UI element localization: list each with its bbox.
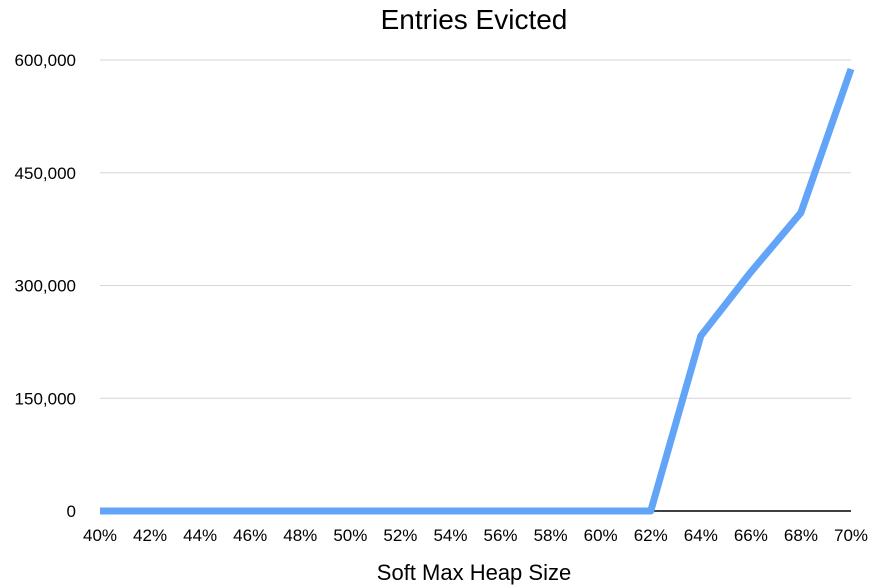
x-axis-title: Soft Max Heap Size bbox=[377, 560, 571, 585]
x-tick-label: 44% bbox=[183, 526, 217, 545]
x-axis-ticks: 40% 42% 44% 46% 48% 50% 52% 54% 56% 58% 60% 62% 64% 6… bbox=[83, 526, 868, 545]
x-tick-label: 66% bbox=[734, 526, 768, 545]
y-tick-label: 450,000 bbox=[15, 164, 76, 183]
x-tick-label: 64% bbox=[684, 526, 718, 545]
x-tick-label: 60% bbox=[584, 526, 618, 545]
y-tick-label: 300,000 bbox=[15, 277, 76, 296]
x-tick-label: 40% bbox=[83, 526, 117, 545]
y-tick-label: 600,000 bbox=[15, 51, 76, 70]
series-line bbox=[100, 67, 855, 515]
x-tick-label: 68% bbox=[784, 526, 818, 545]
x-tick-label: 52% bbox=[383, 526, 417, 545]
x-tick-label: 48% bbox=[283, 526, 317, 545]
y-axis-ticks: 0 150,000 300,000 450,000 600,000 bbox=[15, 51, 76, 521]
x-tick-label: 58% bbox=[534, 526, 568, 545]
x-tick-label: 70% bbox=[834, 526, 868, 545]
x-tick-label: 50% bbox=[333, 526, 367, 545]
series-layer bbox=[100, 67, 855, 515]
x-tick-label: 56% bbox=[484, 526, 518, 545]
x-tick-label: 62% bbox=[634, 526, 668, 545]
y-tick-label: 0 bbox=[67, 502, 76, 521]
chart-title: Entries Evicted bbox=[381, 4, 568, 35]
y-tick-label: 150,000 bbox=[15, 389, 76, 408]
x-tick-label: 42% bbox=[133, 526, 167, 545]
x-tick-label: 46% bbox=[233, 526, 267, 545]
x-tick-label: 54% bbox=[433, 526, 467, 545]
